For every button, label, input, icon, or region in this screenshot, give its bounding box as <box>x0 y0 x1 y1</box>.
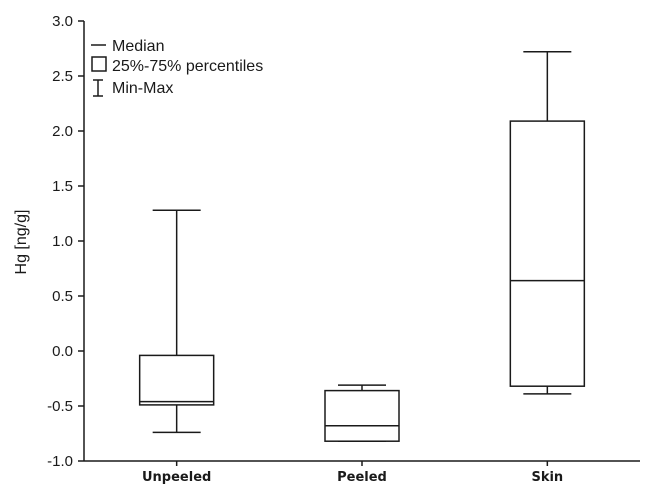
y-tick-label: 1.5 <box>52 178 73 195</box>
box-unpeeled <box>138 209 215 434</box>
iqr-box <box>138 354 215 406</box>
iqr-box <box>324 389 400 442</box>
legend: Median 25%-75% percentiles Min-Max <box>91 38 263 97</box>
iqr-box <box>509 120 586 387</box>
y-tick-label: 0.5 <box>52 288 73 305</box>
x-tick-label: Peeled <box>337 470 387 485</box>
legend-box-label: 25%-75% percentiles <box>112 58 263 75</box>
legend-median-label: Median <box>112 38 164 55</box>
legend-whisker-label: Min-Max <box>112 80 173 97</box>
x-tick-label: Unpeeled <box>142 470 211 485</box>
y-tick-label: 2.0 <box>52 123 73 140</box>
y-tick-label: 1.0 <box>52 233 73 250</box>
legend-box-symbol <box>91 56 107 72</box>
x-axis: Unpeeled Peeled Skin <box>84 460 640 485</box>
y-axis-label: Hg [ng/g] <box>13 210 30 275</box>
y-tick-label: 3.0 <box>52 13 73 30</box>
box-peeled <box>324 384 400 442</box>
y-tick-label: -1.0 <box>47 453 73 470</box>
y-axis: -1.0 -0.5 0.0 0.5 1.0 1.5 2.0 2.5 3.0 <box>47 13 85 470</box>
y-tick-label: 0.0 <box>52 343 73 360</box>
box-series <box>138 51 586 442</box>
y-tick-label: -0.5 <box>47 398 73 415</box>
box-skin <box>509 51 586 395</box>
x-tick-label: Skin <box>531 470 563 485</box>
y-tick-label: 2.5 <box>52 68 73 85</box>
